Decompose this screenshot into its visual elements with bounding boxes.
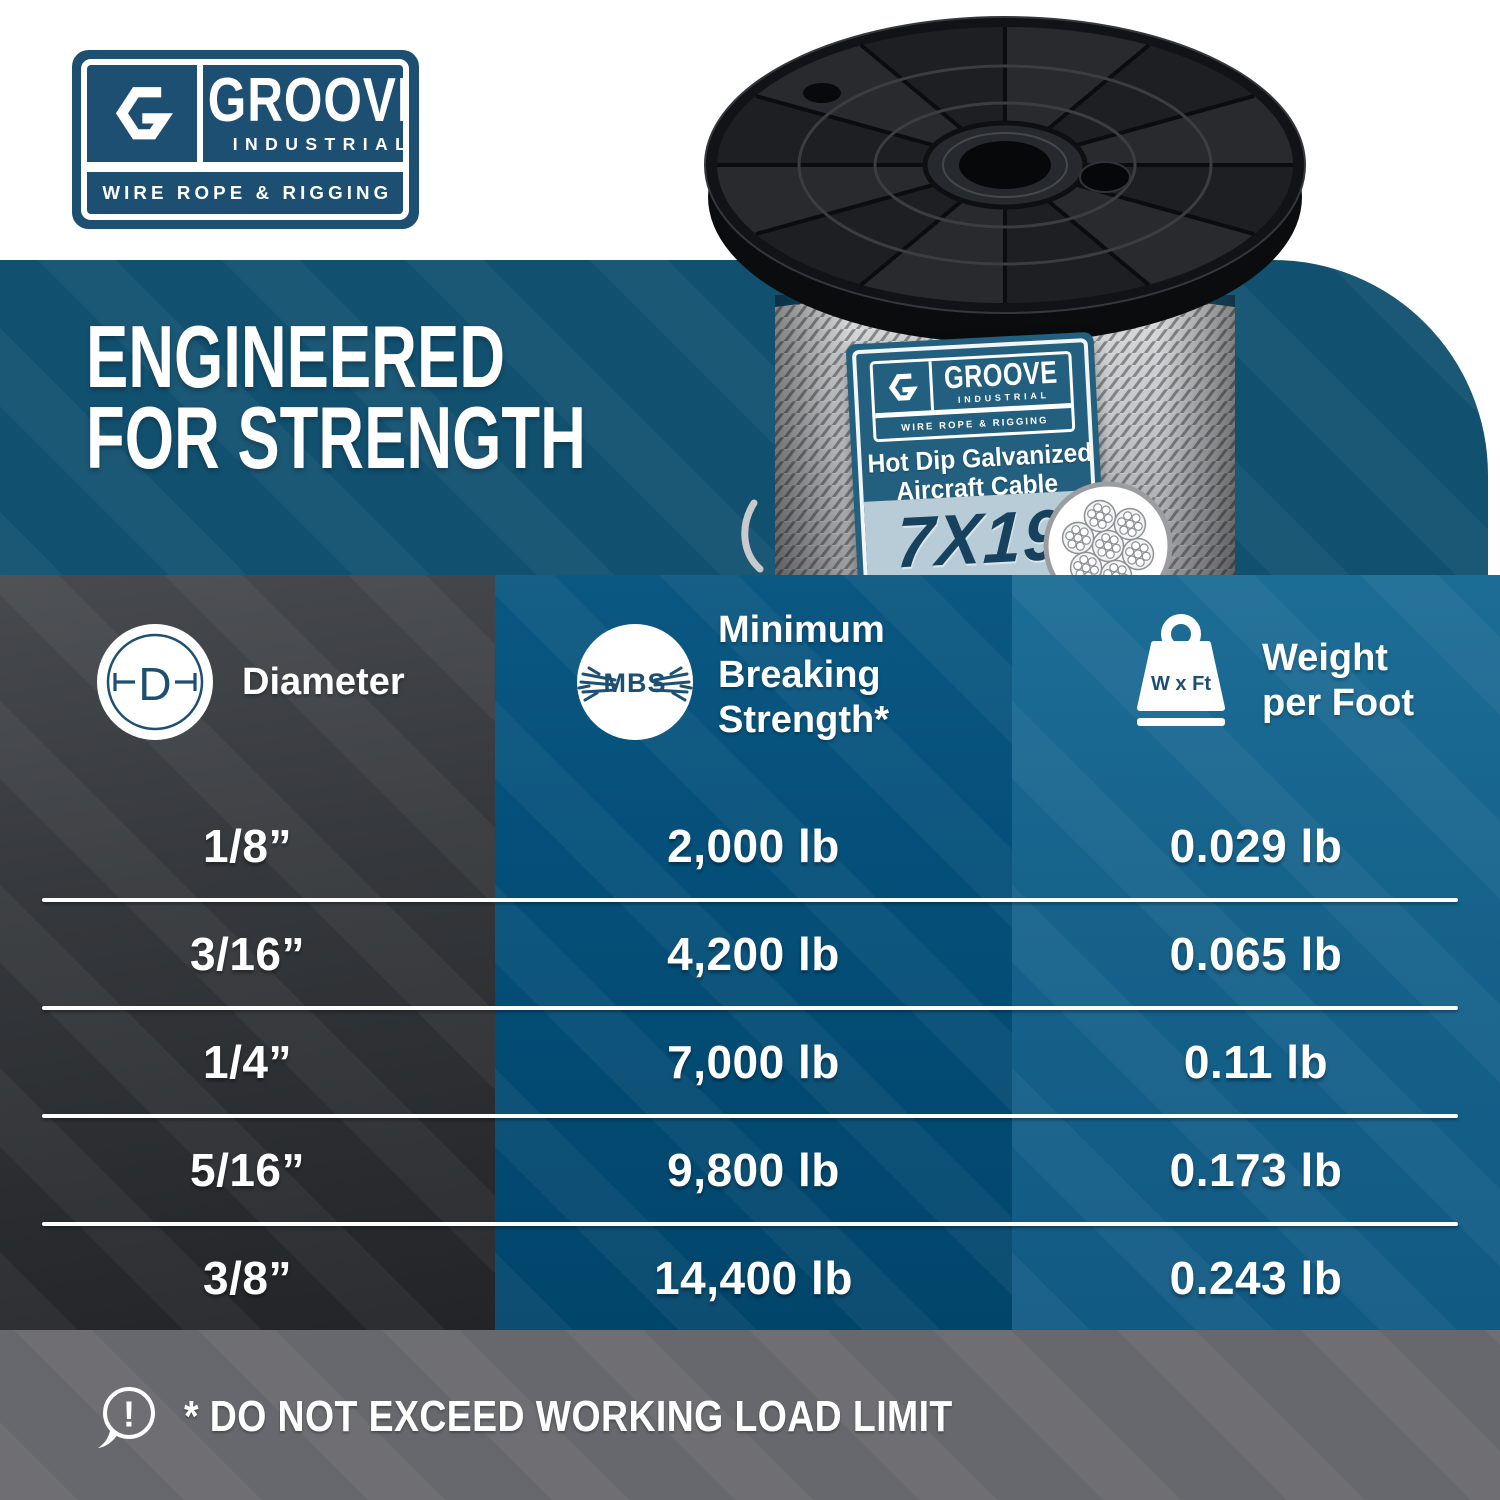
table-row: 3/16” 4,200 lb 0.065 lb [0,900,1500,1008]
row-separator [42,1114,1458,1118]
svg-text:W x Ft: W x Ft [1151,673,1211,695]
brand-logo: GROOVE INDUSTRIAL WIRE ROPE & RIGGING [72,50,419,230]
mbs-value: 14,400 lb [654,1252,853,1304]
mbs-column-label: Minimum Breaking Strength* [718,609,889,741]
weight-value: 0.11 lb [1183,1036,1329,1088]
headline-line1: ENGINEERED [86,307,505,406]
weight-value: 0.173 lb [1169,1144,1343,1196]
weight-value: 0.065 lb [1169,928,1343,980]
diameter-value: 3/16” [189,928,306,980]
loose-cable-end [741,499,764,573]
table-row: 1/8” 2,000 lb 0.029 lb [0,792,1500,900]
table-row: 3/8” 14,400 lb 0.243 lb [0,1224,1500,1332]
diameter-icon: D [97,624,213,740]
headline: ENGINEERED FOR STRENGTH [86,307,780,487]
mbs-value: 9,800 lb [667,1144,840,1196]
svg-text:MBS: MBS [604,668,667,698]
mbs-value: 2,000 lb [667,820,840,872]
hero-band [0,260,1488,590]
diameter-column-label: Diameter [242,661,405,703]
diameter-value: 1/8” [203,820,292,872]
diameter-column-background [0,575,495,1330]
label-monogram-icon [888,373,918,401]
mbs-icon: MBS [577,624,693,740]
weight-value: 0.243 lb [1169,1252,1343,1304]
weight-value: 0.029 lb [1169,820,1343,872]
weight-column-background [1012,575,1500,1330]
mbs-value: 4,200 lb [667,928,840,980]
label-brand-logo: GROOVE INDUSTRIAL WIRE ROPE & RIGGING [869,350,1076,443]
table-row: 5/16” 9,800 lb 0.173 lb [0,1116,1500,1224]
row-separator [42,1222,1458,1226]
weight-column-label: Weight per Foot [1262,637,1414,724]
row-separator [42,898,1458,902]
brand-industry: INDUSTRIAL [232,134,410,155]
spool-label: GROOVE INDUSTRIAL WIRE ROPE & RIGGING Ho… [845,331,1107,599]
svg-text:D: D [138,658,171,710]
brand-name: GROOVE [207,66,410,135]
mbs-column-background [495,575,1012,1330]
row-separator [42,1006,1458,1010]
diameter-value: 3/8” [203,1252,292,1304]
weight-icon: W x Ft [1137,614,1225,726]
svg-text:!: ! [123,1394,135,1435]
diameter-value: 5/16” [189,1144,306,1196]
footer-warning: * DO NOT EXCEED WORKING LOAD LIMIT [184,1392,953,1441]
headline-line2: FOR STRENGTH [86,388,586,487]
warning-icon: ! [98,1387,155,1448]
groove-monogram-icon [115,87,173,140]
table-row: 1/4” 7,000 lb 0.11 lb [0,1008,1500,1116]
spool-top-flange [704,16,1306,343]
footer-band [0,1330,1500,1500]
diameter-value: 1/4” [203,1036,292,1088]
brand-tagline: WIRE ROPE & RIGGING [87,162,404,214]
mbs-value: 7,000 lb [667,1036,840,1088]
